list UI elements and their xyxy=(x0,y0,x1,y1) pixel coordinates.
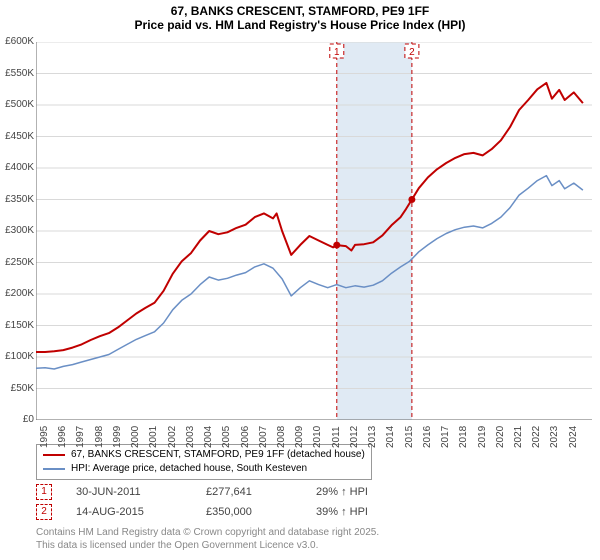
footer-line1: Contains HM Land Registry data © Crown c… xyxy=(36,526,379,539)
legend-item: 67, BANKS CRESCENT, STAMFORD, PE9 1FF (d… xyxy=(43,448,365,462)
xtick-label: 2009 xyxy=(294,426,305,448)
sale-date: 14-AUG-2015 xyxy=(76,506,206,518)
xtick-label: 2002 xyxy=(167,426,178,448)
xtick-label: 2004 xyxy=(203,426,214,448)
xtick-label: 2023 xyxy=(549,426,560,448)
xtick-label: 1996 xyxy=(57,426,68,448)
sale-diff: 39% ↑ HPI xyxy=(316,506,416,518)
ytick-label: £350K xyxy=(0,194,34,205)
svg-text:1: 1 xyxy=(334,47,340,58)
xtick-label: 1995 xyxy=(39,426,50,448)
ytick-label: £0 xyxy=(0,414,34,425)
ytick-label: £300K xyxy=(0,225,34,236)
legend-swatch xyxy=(43,468,65,470)
xtick-label: 2020 xyxy=(495,426,506,448)
ytick-label: £150K xyxy=(0,320,34,331)
xtick-label: 2016 xyxy=(422,426,433,448)
sale-price: £350,000 xyxy=(206,506,316,518)
ytick-label: £250K xyxy=(0,257,34,268)
xtick-label: 2021 xyxy=(513,426,524,448)
xtick-label: 1998 xyxy=(94,426,105,448)
legend-label: HPI: Average price, detached house, Sout… xyxy=(71,462,307,476)
xtick-label: 2014 xyxy=(385,426,396,448)
legend-item: HPI: Average price, detached house, Sout… xyxy=(43,462,365,476)
xtick-label: 2011 xyxy=(331,426,342,448)
xtick-label: 1997 xyxy=(75,426,86,448)
sale-row: 2 14-AUG-2015£350,00039% ↑ HPI xyxy=(36,502,416,522)
title-line2: Price paid vs. HM Land Registry's House … xyxy=(0,18,600,32)
xtick-label: 2003 xyxy=(185,426,196,448)
xtick-label: 2008 xyxy=(276,426,287,448)
legend-swatch xyxy=(43,454,65,456)
line-chart: 12 xyxy=(36,42,592,420)
xtick-label: 2024 xyxy=(568,426,579,448)
ytick-label: £50K xyxy=(0,383,34,394)
xtick-label: 2007 xyxy=(258,426,269,448)
legend-label: 67, BANKS CRESCENT, STAMFORD, PE9 1FF (d… xyxy=(71,448,365,462)
xtick-label: 2022 xyxy=(531,426,542,448)
xtick-label: 2000 xyxy=(130,426,141,448)
xtick-label: 2019 xyxy=(477,426,488,448)
sale-badge: 1 xyxy=(36,484,52,500)
sale-badge: 2 xyxy=(36,504,52,520)
ytick-label: £500K xyxy=(0,99,34,110)
sales-table: 1 30-JUN-2011£277,64129% ↑ HPI 2 14-AUG-201… xyxy=(36,482,416,522)
footer-line2: This data is licensed under the Open Gov… xyxy=(36,539,379,552)
xtick-label: 2001 xyxy=(148,426,159,448)
xtick-label: 2010 xyxy=(312,426,323,448)
legend: 67, BANKS CRESCENT, STAMFORD, PE9 1FF (d… xyxy=(36,444,372,480)
ytick-label: £600K xyxy=(0,36,34,47)
sale-date: 30-JUN-2011 xyxy=(76,486,206,498)
sale-row: 1 30-JUN-2011£277,64129% ↑ HPI xyxy=(36,482,416,502)
sale-diff: 29% ↑ HPI xyxy=(316,486,416,498)
footer: Contains HM Land Registry data © Crown c… xyxy=(36,526,379,552)
xtick-label: 1999 xyxy=(112,426,123,448)
ytick-label: £200K xyxy=(0,288,34,299)
xtick-label: 2017 xyxy=(440,426,451,448)
xtick-label: 2006 xyxy=(240,426,251,448)
ytick-label: £100K xyxy=(0,351,34,362)
xtick-label: 2018 xyxy=(458,426,469,448)
chart-container: 67, BANKS CRESCENT, STAMFORD, PE9 1FF Pr… xyxy=(0,0,600,560)
title-line1: 67, BANKS CRESCENT, STAMFORD, PE9 1FF xyxy=(0,4,600,18)
title-block: 67, BANKS CRESCENT, STAMFORD, PE9 1FF Pr… xyxy=(0,0,600,32)
xtick-label: 2013 xyxy=(367,426,378,448)
xtick-label: 2005 xyxy=(221,426,232,448)
ytick-label: £550K xyxy=(0,68,34,79)
xtick-label: 2012 xyxy=(349,426,360,448)
svg-text:2: 2 xyxy=(409,47,415,58)
ytick-label: £450K xyxy=(0,131,34,142)
xtick-label: 2015 xyxy=(404,426,415,448)
sale-price: £277,641 xyxy=(206,486,316,498)
ytick-label: £400K xyxy=(0,162,34,173)
